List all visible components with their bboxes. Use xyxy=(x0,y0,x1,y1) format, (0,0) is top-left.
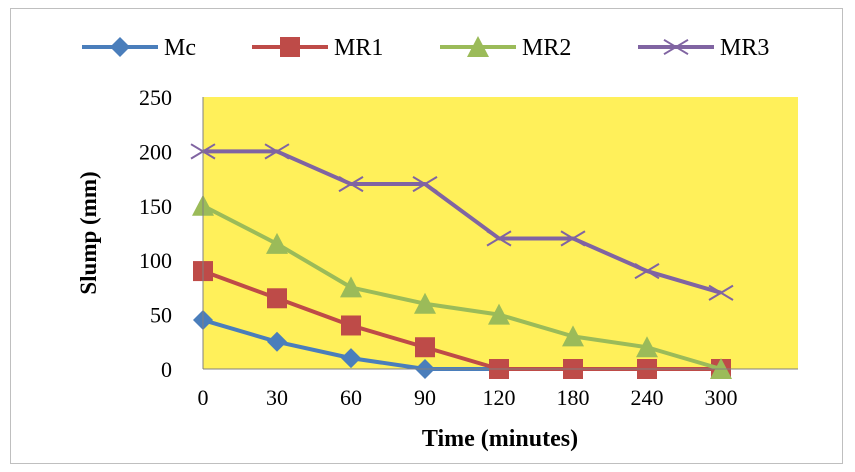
series-line-mr3 xyxy=(203,149,722,295)
data-point-x xyxy=(634,263,660,280)
data-point-triangle xyxy=(266,232,288,254)
data-point-diamond xyxy=(341,348,361,369)
x-tick-label: 180 xyxy=(557,385,590,410)
data-point-square xyxy=(341,315,361,336)
legend-label: MR1 xyxy=(334,35,383,61)
data-point-x xyxy=(663,38,689,56)
y-axis-title: Slump (mm) xyxy=(76,171,101,294)
data-point-square xyxy=(415,337,435,358)
x-tick-label: 240 xyxy=(631,385,664,410)
data-point-triangle xyxy=(562,325,584,347)
x-marker-stroke xyxy=(708,284,734,301)
y-tick-label: 0 xyxy=(161,357,172,382)
x-tick-label: 120 xyxy=(483,385,516,410)
series-mr2 xyxy=(192,194,732,379)
data-point-square xyxy=(280,37,300,57)
data-point-triangle xyxy=(414,292,436,314)
x-tick-label: 60 xyxy=(340,385,362,410)
data-point-triangle xyxy=(340,276,362,298)
data-point-triangle xyxy=(488,303,510,325)
legend: Mc MR1 MR2 MR3 xyxy=(82,35,769,61)
x-marker-stroke xyxy=(264,143,290,160)
y-tick-label: 50 xyxy=(150,303,172,328)
series-mr3 xyxy=(190,143,734,301)
legend-item-mr3: MR3 xyxy=(638,35,769,61)
x-marker-stroke xyxy=(338,175,364,193)
x-marker-stroke xyxy=(634,263,660,280)
x-tick-label: 90 xyxy=(414,385,436,410)
data-point-x xyxy=(338,175,364,193)
data-point-triangle xyxy=(636,336,658,358)
x-axis-title: Time (minutes) xyxy=(422,426,578,452)
plot-background xyxy=(203,97,798,369)
x-marker-stroke xyxy=(486,230,512,247)
x-tick-label: 300 xyxy=(705,385,738,410)
legend-item-mc: Mc xyxy=(82,35,196,61)
data-point-x xyxy=(708,284,734,301)
y-tick-label: 200 xyxy=(139,139,172,164)
x-tick-label: 0 xyxy=(198,385,209,410)
data-point-x xyxy=(412,175,438,193)
data-point-square xyxy=(267,288,287,309)
legend-item-mr1: MR1 xyxy=(252,35,383,61)
y-tick-label: 150 xyxy=(139,194,172,219)
series-line-mr2 xyxy=(202,204,722,371)
data-point-triangle xyxy=(467,36,489,57)
legend-item-mr2: MR2 xyxy=(440,35,571,61)
data-point-x xyxy=(486,230,512,247)
axes: 0 50 100 150 200 250 0 30 60 90 120 180 240 300 xyxy=(139,85,798,410)
data-point-x xyxy=(264,143,290,160)
x-marker-stroke xyxy=(412,175,438,193)
y-tick-label: 100 xyxy=(139,248,172,273)
legend-label: MR3 xyxy=(720,35,769,61)
data-point-diamond xyxy=(110,37,130,57)
legend-label: MR2 xyxy=(522,35,571,61)
y-tick-label: 250 xyxy=(139,85,172,110)
plot-area xyxy=(203,97,798,369)
x-tick-label: 30 xyxy=(266,385,288,410)
x-marker-stroke xyxy=(663,38,689,56)
x-marker-stroke xyxy=(560,230,586,247)
data-point-x xyxy=(560,230,586,247)
data-point-diamond xyxy=(267,331,287,352)
legend-label: Mc xyxy=(164,35,196,61)
